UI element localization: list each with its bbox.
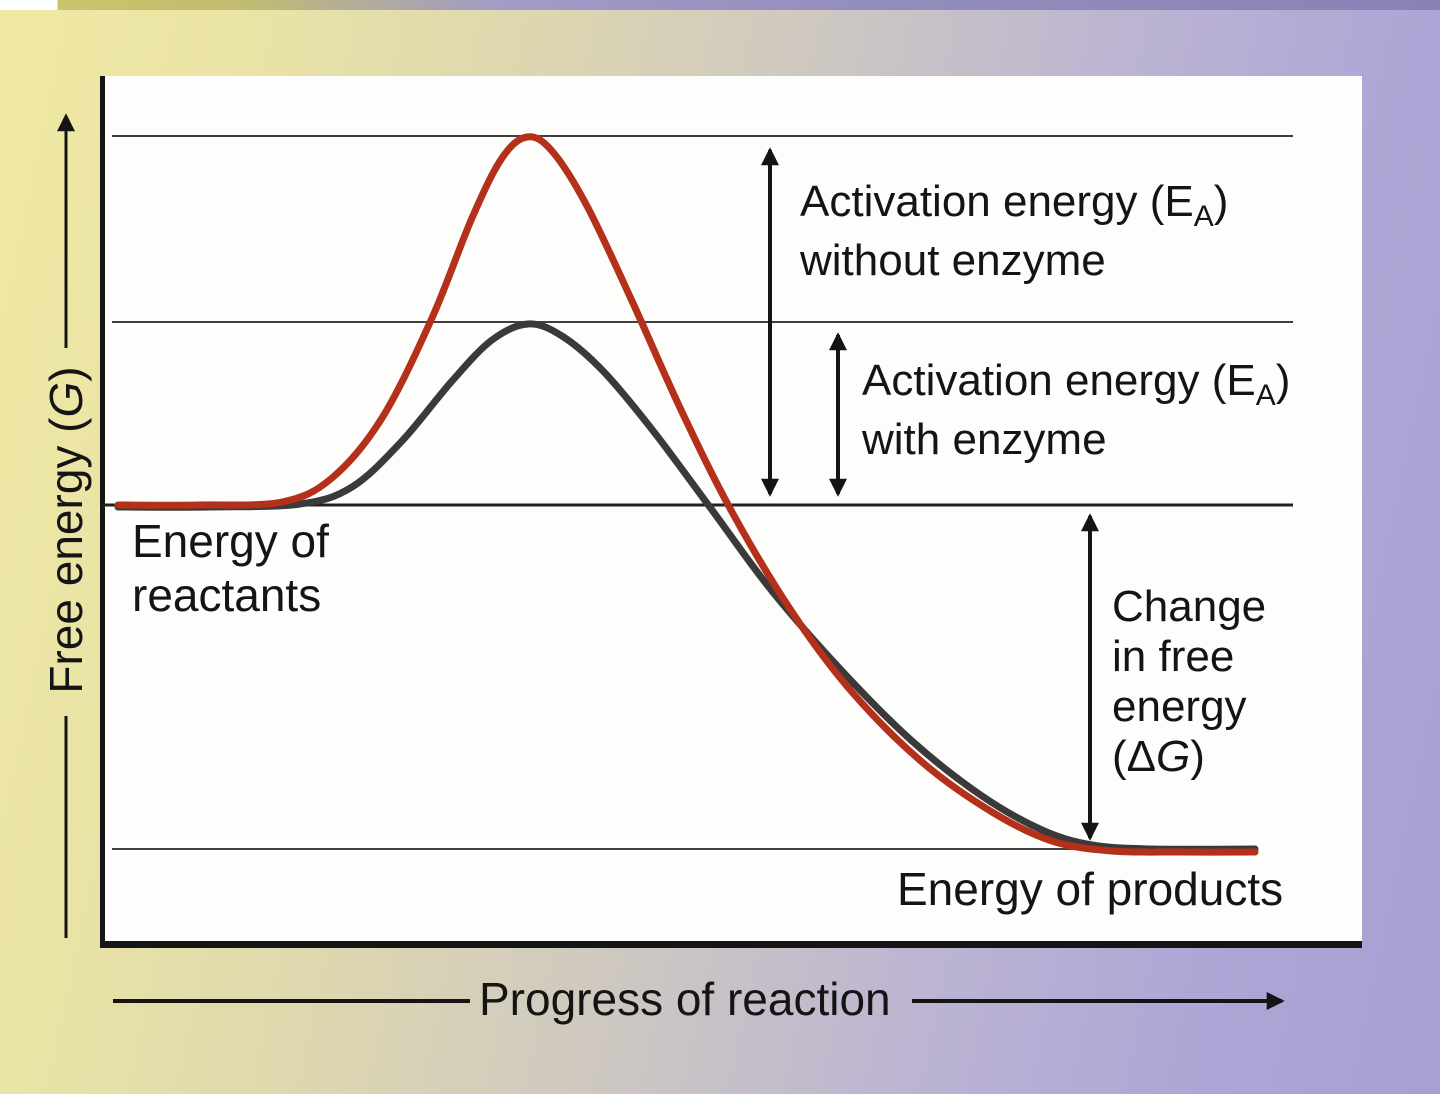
label-line: energy xyxy=(1112,682,1247,732)
label-text: ) xyxy=(40,366,92,382)
label-energy-of-reactants: Energy of reactants xyxy=(132,514,329,623)
label-activation-energy-without-enzyme: Activation energy (EA) without enzyme xyxy=(800,176,1228,288)
label-subscript: A xyxy=(1255,378,1276,412)
label-text: ) xyxy=(1190,732,1205,782)
y-axis-label: Free energy (G) xyxy=(39,366,93,693)
label-line: Activation energy (EA) xyxy=(862,355,1290,414)
label-italic-g: G xyxy=(1156,732,1191,782)
label-change-in-free-energy: Change in free energy (ΔG) xyxy=(1112,582,1266,783)
curve-without_enzyme xyxy=(114,133,1259,856)
label-line: in free xyxy=(1112,632,1235,682)
label-text: Activation energy (E xyxy=(800,177,1194,226)
label-energy-of-products: Energy of products xyxy=(897,863,1284,915)
label-subscript: A xyxy=(1193,199,1214,233)
label-line: without enzyme xyxy=(800,235,1106,285)
label-line: Energy of xyxy=(132,515,329,567)
x-axis-label: Progress of reaction xyxy=(479,973,891,1025)
top-border-strip xyxy=(0,0,1440,10)
label-text: (Δ xyxy=(1112,732,1157,782)
label-text: Free energy ( xyxy=(40,417,92,694)
label-line: (ΔG) xyxy=(1112,732,1266,782)
label-line: with enzyme xyxy=(862,414,1107,464)
label-line: Activation energy (EA) xyxy=(800,176,1228,235)
label-activation-energy-with-enzyme: Activation energy (EA) with enzyme xyxy=(862,355,1290,467)
curve-with_enzyme xyxy=(114,320,1259,853)
label-text: ) xyxy=(1213,177,1229,226)
label-text: Activation energy (E xyxy=(862,356,1256,405)
label-italic-g: G xyxy=(40,381,92,418)
label-line: Change xyxy=(1112,582,1267,631)
label-text: ) xyxy=(1275,356,1291,405)
label-line: reactants xyxy=(132,569,322,622)
